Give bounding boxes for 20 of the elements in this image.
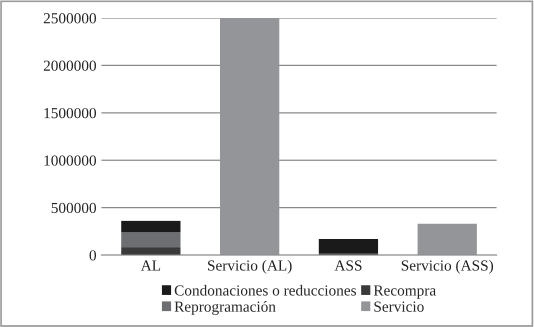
bar	[318, 238, 378, 254]
legend-label: Condonaciones o reducciones	[174, 284, 356, 296]
y-tick-label: 2500000	[44, 13, 96, 24]
legend-label: Reprogramación	[174, 301, 276, 315]
x-tick-label: AL	[140, 260, 160, 271]
bar	[121, 232, 180, 248]
x-tick-label: ASS	[334, 260, 362, 271]
legend-label: Servicio	[374, 302, 424, 312]
bar	[121, 247, 180, 256]
bar	[121, 220, 180, 232]
x-tick-label: Servicio (ASS)	[402, 260, 494, 274]
y-tick-label: 1000000	[44, 155, 96, 166]
y-tick-label: 2000000	[44, 60, 96, 71]
bar	[220, 18, 280, 256]
y-tick-label: 500000	[52, 202, 96, 214]
x-tick-label: Servicio (AL)	[208, 260, 292, 274]
legend-label: Recompra	[374, 285, 436, 299]
bar	[418, 224, 477, 256]
y-tick-label: 1500000	[44, 108, 96, 118]
y-tick-label: 0	[90, 250, 96, 261]
